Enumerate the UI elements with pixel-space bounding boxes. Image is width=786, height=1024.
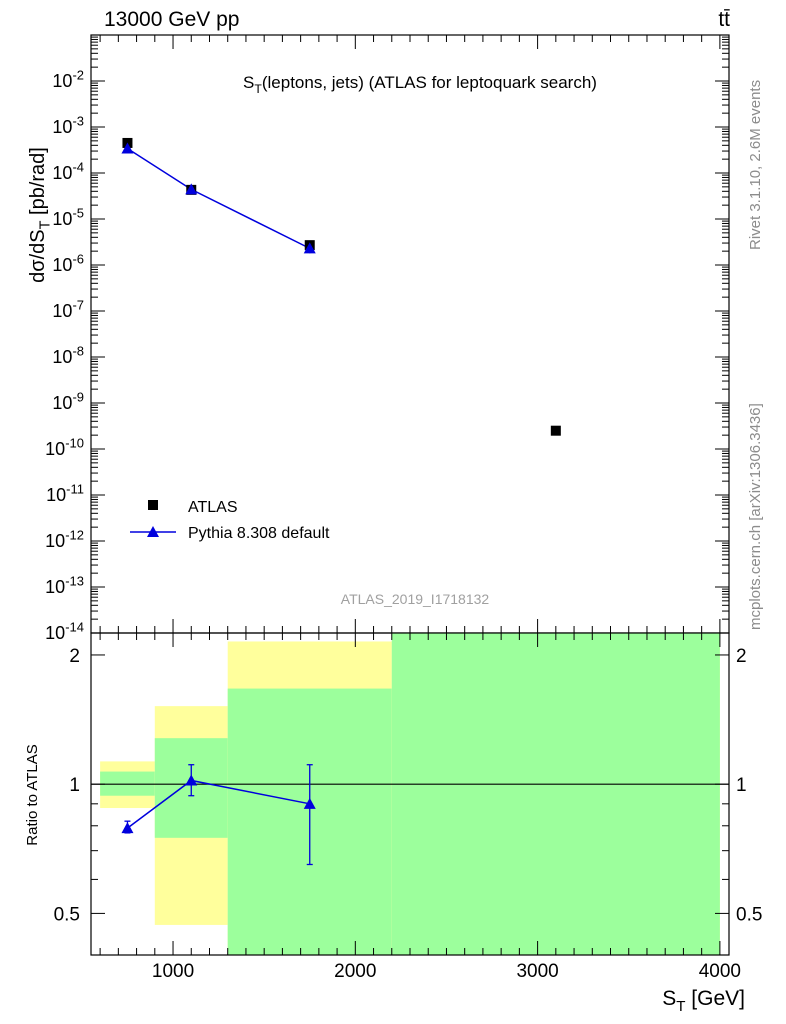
main-ytick-label: 10-13​: [45, 573, 84, 597]
ratio-xtick-label: 3000: [516, 961, 558, 982]
pythia-data-point: [303, 242, 316, 254]
main-ytick-label: 10-4​: [52, 159, 84, 183]
ratio-xtick-label: 2000: [334, 961, 376, 982]
header-energy-label: 13000 GeV pp: [104, 8, 239, 31]
atlas-data-point: [550, 425, 561, 436]
main-title: ST​(leptons, jets) (ATLAS for leptoquark…: [243, 73, 597, 96]
main-ytick-label: 10-3​: [52, 113, 84, 137]
ratio-ytick-label-right: 0.5: [736, 904, 762, 925]
ratio-ytick-label-left: 0.5: [54, 904, 80, 925]
ratio-ytick-label-right: 2: [736, 646, 747, 667]
legend: ATLAS Pythia 8.308 default: [130, 499, 330, 542]
ratio-ytick-label-left: 2: [69, 646, 80, 667]
ratio-pythia-point: [303, 797, 316, 809]
main-ytick-label: 10-9​: [52, 389, 84, 413]
ratio-panel: 0.5 0.5 1 1 2 2 1000 2000 3000 4000 Ratio to ATLA…: [24, 632, 762, 1015]
pythia-data-point: [121, 142, 134, 154]
mcplots-credit-label: mcplots.cern.ch [arXiv:1306.3436]: [747, 403, 764, 630]
pythia-series-line: [127, 147, 311, 250]
main-ytick-label: 10-12​: [45, 527, 84, 551]
main-ytick-label: 10-2​: [52, 67, 84, 91]
ratio-ylabel: Ratio to ATLAS: [24, 744, 41, 845]
main-ytick-label: 10-14​: [45, 619, 84, 643]
pythia-data-point: [185, 183, 198, 195]
ratio-band-green: [391, 633, 720, 955]
ratio-pythia-point: [185, 774, 198, 786]
legend-pythia-marker: [147, 526, 159, 537]
header-process-label: tt̄: [718, 8, 730, 31]
main-ylabel: dσ/dST​ [pb/rad]: [27, 147, 54, 283]
main-ytick-label: 10-5​: [52, 205, 84, 229]
rivet-version-label: Rivet 3.1.10, 2.6M events: [747, 80, 764, 250]
ratio-xtick-label: 1000: [152, 961, 194, 982]
ratio-ytick-label-right: 1: [736, 775, 747, 796]
main-ytick-label: 10-8​: [52, 343, 84, 367]
main-ytick-label: 10-7​: [52, 297, 84, 321]
watermark-analysis-id: ATLAS_2019_I1718132: [341, 591, 490, 607]
ratio-xtick-label: 4000: [699, 961, 741, 982]
ratio-pythia-point: [121, 822, 134, 834]
legend-atlas-label: ATLAS: [188, 499, 238, 516]
legend-pythia-label: Pythia 8.308 default: [188, 525, 330, 542]
ratio-xlabel: ST​ [GeV]: [662, 987, 745, 1015]
main-ytick-label: 10-10​: [45, 435, 84, 459]
main-ytick-label: 10-11​: [46, 481, 84, 505]
legend-atlas-marker: [148, 500, 158, 510]
main-ytick-label: 10-6​: [52, 251, 84, 275]
ratio-ytick-label-left: 1: [69, 775, 80, 796]
main-panel: 10-2​ 10-3​ 10-4​ 10-5​ 10-6​ 10-7​ 10-8​ 10-9​…: [27, 34, 730, 643]
main-frame: [90, 34, 730, 634]
